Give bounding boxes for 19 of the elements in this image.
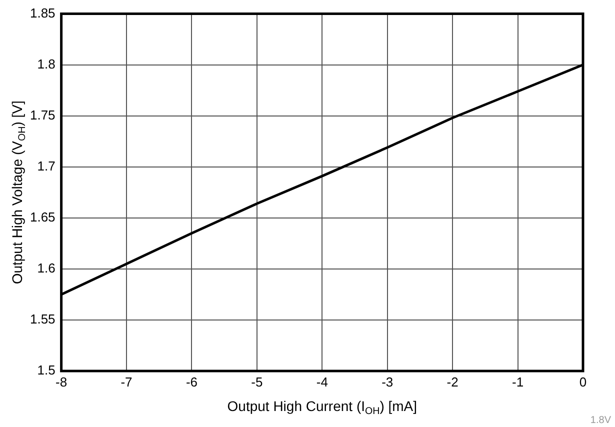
x-tick-label: -8 <box>56 374 68 390</box>
y-tick-label: 1.8 <box>37 56 56 72</box>
x-tick-label: -2 <box>446 374 458 390</box>
y-axis-title: Output High Voltage (VOH) [V] <box>8 100 28 284</box>
x-tick-label: -5 <box>251 374 263 390</box>
y-tick-label: 1.65 <box>30 209 56 224</box>
y-tick-label: 1.5 <box>37 362 56 378</box>
y-tick-label: 1.55 <box>30 312 56 327</box>
y-tick-label: 1.7 <box>37 158 56 174</box>
x-tick-label: -6 <box>186 374 198 390</box>
x-tick-label: -3 <box>382 374 394 390</box>
y-tick-label: 1.85 <box>30 5 56 20</box>
x-tick-label: -1 <box>512 374 524 390</box>
y-tick-label: 1.75 <box>30 107 56 122</box>
text: 1.8V <box>590 414 612 426</box>
x-tick-label: 0 <box>579 374 587 390</box>
x-tick-label: -4 <box>316 374 328 390</box>
y-tick-label: 1.6 <box>37 260 56 276</box>
x-tick-label: -7 <box>120 374 132 390</box>
